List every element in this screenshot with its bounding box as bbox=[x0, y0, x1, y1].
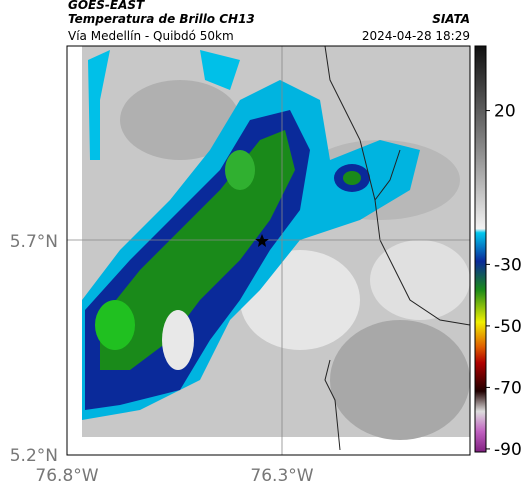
colorbar-tick-label: 20 bbox=[494, 102, 516, 122]
colorbar-tick-label: -70 bbox=[494, 378, 522, 398]
colorbar-tick-label: -30 bbox=[494, 255, 522, 275]
brand: SIATA bbox=[432, 12, 470, 26]
map-frame bbox=[66, 45, 471, 456]
lon-label: 76.8°W bbox=[35, 466, 98, 486]
timestamp: 2024-04-28 18:29 bbox=[362, 29, 470, 43]
colorbar-tick-label: -90 bbox=[494, 440, 522, 460]
lat-label: 5.2°N bbox=[10, 446, 58, 466]
lon-label: 76.3°W bbox=[250, 466, 313, 486]
title: Temperatura de Brillo CH13 bbox=[68, 12, 255, 26]
colorbar-tick-label: -50 bbox=[494, 317, 522, 337]
lat-label: 5.7°N bbox=[10, 232, 58, 252]
colorbar bbox=[474, 45, 487, 453]
map bbox=[67, 46, 470, 455]
satellite: GOES-EAST bbox=[68, 0, 145, 12]
subtitle: Vía Medellín - Quibdó 50km bbox=[68, 29, 234, 43]
